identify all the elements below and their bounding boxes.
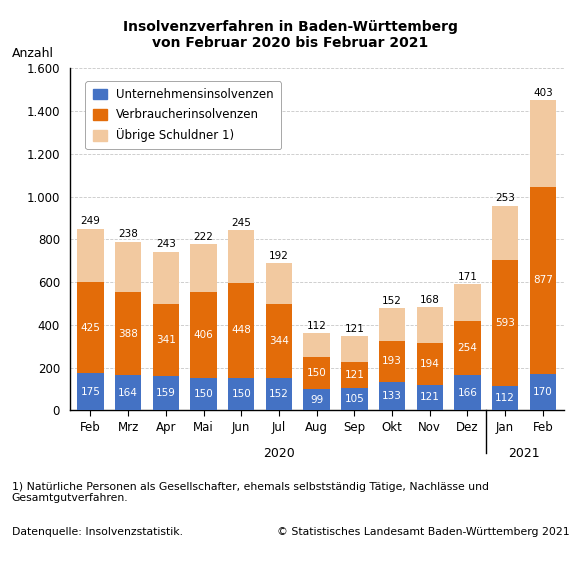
Text: 249: 249 — [81, 217, 101, 226]
Bar — [379, 308, 405, 341]
Bar — [303, 389, 330, 410]
Text: 245: 245 — [231, 218, 251, 227]
Bar — [266, 263, 292, 304]
Text: 341: 341 — [156, 335, 176, 345]
Text: 105: 105 — [345, 394, 364, 404]
Text: 170: 170 — [533, 387, 553, 397]
Text: 171: 171 — [457, 271, 478, 282]
Bar — [530, 374, 556, 410]
Text: 121: 121 — [345, 324, 364, 333]
Bar — [530, 186, 556, 374]
Bar — [115, 242, 141, 292]
Text: 593: 593 — [495, 318, 515, 328]
Bar — [379, 382, 405, 410]
Bar — [191, 378, 217, 410]
Bar — [303, 357, 330, 389]
Text: 238: 238 — [118, 229, 138, 239]
Text: 194: 194 — [420, 359, 440, 369]
Bar — [492, 386, 518, 410]
Bar — [153, 376, 179, 410]
Text: 344: 344 — [269, 336, 289, 346]
Text: 403: 403 — [533, 88, 553, 98]
Bar — [341, 388, 368, 410]
Text: 222: 222 — [193, 231, 213, 242]
Text: 406: 406 — [193, 330, 213, 340]
Text: Datenquelle: Insolvenzstatistik.: Datenquelle: Insolvenzstatistik. — [12, 527, 182, 538]
Text: 253: 253 — [495, 193, 515, 203]
Text: 121: 121 — [345, 370, 364, 380]
Text: 448: 448 — [231, 325, 251, 336]
Text: 192: 192 — [269, 251, 289, 260]
Text: 1) Natürliche Personen als Gesellschafter, ehemals selbstständig Tätige, Nachläs: 1) Natürliche Personen als Gesellschafte… — [12, 482, 489, 503]
Text: 166: 166 — [457, 388, 478, 398]
Text: 133: 133 — [382, 391, 402, 401]
Text: 99: 99 — [310, 395, 323, 405]
Bar — [228, 230, 254, 283]
Text: 388: 388 — [118, 329, 138, 339]
Text: 150: 150 — [307, 368, 327, 378]
Bar — [77, 373, 103, 410]
Bar — [492, 206, 518, 260]
Bar — [454, 284, 480, 320]
Bar — [153, 251, 179, 303]
Bar — [115, 292, 141, 375]
Bar — [341, 362, 368, 388]
Text: Insolvenzverfahren in Baden-Württemberg
von Februar 2020 bis Februar 2021: Insolvenzverfahren in Baden-Württemberg … — [123, 20, 458, 50]
Text: 425: 425 — [81, 323, 101, 332]
Text: 150: 150 — [193, 389, 213, 400]
Bar — [379, 341, 405, 382]
Text: 254: 254 — [457, 343, 478, 353]
Bar — [115, 375, 141, 410]
Bar — [153, 303, 179, 376]
Bar — [303, 333, 330, 357]
Text: 243: 243 — [156, 239, 176, 249]
Text: 2020: 2020 — [263, 447, 295, 461]
Text: 159: 159 — [156, 388, 176, 398]
Bar — [530, 100, 556, 186]
Bar — [492, 260, 518, 386]
Text: 175: 175 — [81, 386, 101, 397]
Text: © Statistisches Landesamt Baden-Württemberg 2021: © Statistisches Landesamt Baden-Württemb… — [277, 527, 569, 538]
Bar — [341, 336, 368, 362]
Text: 150: 150 — [231, 389, 251, 400]
Text: 112: 112 — [307, 321, 327, 331]
Bar — [266, 378, 292, 410]
Bar — [191, 291, 217, 378]
Text: 193: 193 — [382, 356, 402, 367]
Legend: Unternehmensinsolvenzen, Verbraucherinsolvenzen, Übrige Schuldner 1): Unternehmensinsolvenzen, Verbraucherinso… — [85, 81, 281, 149]
Bar — [228, 378, 254, 410]
Bar — [454, 375, 480, 410]
Text: 121: 121 — [420, 393, 440, 402]
Bar — [77, 229, 103, 282]
Text: 877: 877 — [533, 275, 553, 286]
Text: 168: 168 — [420, 295, 440, 304]
Bar — [77, 282, 103, 373]
Text: 112: 112 — [495, 393, 515, 404]
Bar — [228, 283, 254, 378]
Text: Anzahl: Anzahl — [12, 47, 53, 60]
Text: 152: 152 — [269, 389, 289, 399]
Text: 152: 152 — [382, 296, 402, 306]
Bar — [417, 307, 443, 343]
Text: 2021: 2021 — [508, 447, 540, 461]
Bar — [454, 320, 480, 375]
Bar — [191, 244, 217, 291]
Bar — [266, 304, 292, 378]
Bar — [417, 385, 443, 410]
Text: 164: 164 — [118, 388, 138, 398]
Bar — [417, 343, 443, 385]
